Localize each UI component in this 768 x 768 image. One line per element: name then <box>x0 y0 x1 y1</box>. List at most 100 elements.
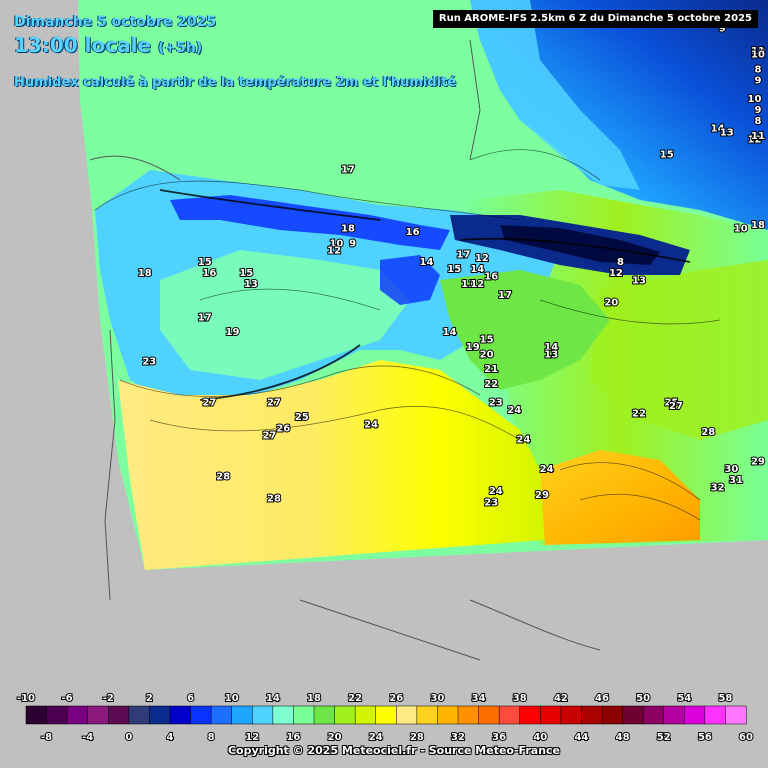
legend-top-label: -6 <box>62 693 73 704</box>
value-label: 24 <box>507 405 521 416</box>
value-label: 10 <box>734 224 748 235</box>
legend-swatch <box>540 705 562 725</box>
value-label: 15 <box>447 264 461 275</box>
value-label: 14 <box>420 257 434 268</box>
time-local: 13:00 locale <box>14 33 151 57</box>
value-label: 12 <box>327 246 341 257</box>
legend-bottom-label: 20 <box>328 732 342 743</box>
legend-bottom-label: 24 <box>369 732 383 743</box>
value-label: 10 <box>751 50 765 61</box>
value-label: 15 <box>480 335 494 346</box>
zone-north-iberia-green <box>160 250 410 380</box>
value-label: 23 <box>484 497 498 508</box>
legend-bottom-labels: -8 -4 0 4 8 12 16 20 24 28 32 36 40 44 48 52 56 60 <box>40 731 754 744</box>
value-label: 26 <box>276 423 290 434</box>
value-label: 28 <box>216 471 230 482</box>
legend-swatch <box>272 705 294 725</box>
legend-swatch <box>87 705 109 725</box>
legend-swatch <box>704 705 726 725</box>
zone-cantabrian-dark <box>170 195 450 250</box>
value-label: 25 <box>295 412 309 423</box>
value-label: 23 <box>142 357 156 368</box>
value-label: 17 <box>341 164 355 175</box>
legend-swatch <box>642 705 665 725</box>
value-label: 24 <box>517 434 531 445</box>
value-label: 14 <box>711 124 725 135</box>
value-label: 17 <box>198 312 212 323</box>
legend-bottom-label: 60 <box>739 732 753 743</box>
value-label: 14 <box>470 264 484 275</box>
legend-swatch <box>581 705 603 725</box>
legend-swatch <box>190 705 212 725</box>
legend-swatch <box>684 705 706 725</box>
legend-bottom-label: 52 <box>657 732 671 743</box>
value-label: 24 <box>489 486 503 497</box>
value-label: 20 <box>604 298 618 309</box>
value-label: 16 <box>406 227 420 238</box>
legend-top-label: 34 <box>472 693 486 704</box>
value-label: 11 <box>461 279 475 290</box>
legend-swatch <box>210 705 233 725</box>
date-title: Dimanche 5 octobre 2025 <box>14 14 217 30</box>
value-label: 16 <box>484 272 498 283</box>
value-label: 28 <box>267 494 281 505</box>
zone-iberian-system <box>380 255 440 305</box>
legend-top-label: 10 <box>225 693 239 704</box>
value-label: 24 <box>540 464 554 475</box>
legend-bottom-label: 4 <box>167 732 174 743</box>
legend-swatch <box>354 705 377 725</box>
value-label: 24 <box>364 420 378 431</box>
legend-top-label: 46 <box>595 693 609 704</box>
legend-top-label: -10 <box>17 693 35 704</box>
zone-southern-plains <box>118 360 545 570</box>
legend-top-label: 30 <box>430 693 444 704</box>
legend-swatch <box>293 705 315 725</box>
legend-swatch <box>622 705 644 725</box>
legend-swatch <box>375 705 397 725</box>
zone-northeast-teal <box>470 0 640 190</box>
value-label: 15 <box>198 257 212 268</box>
value-label: 30 <box>724 464 738 475</box>
value-label: 17 <box>498 290 512 301</box>
legend-swatch <box>334 705 356 725</box>
value-label: 9 <box>349 238 356 249</box>
legend-swatch <box>396 705 418 725</box>
legend-top-label: 50 <box>636 693 650 704</box>
legend-swatch <box>560 705 582 725</box>
legend-top-label: 58 <box>718 693 732 704</box>
legend-swatch <box>725 705 747 725</box>
value-label: 15 <box>239 268 253 279</box>
legend-swatch <box>25 705 48 725</box>
legend-top-label: 14 <box>266 693 280 704</box>
zone-northeast-cool <box>470 0 768 230</box>
contour-thick <box>159 189 691 401</box>
value-label: 15 <box>660 150 674 161</box>
legend-bottom-label: 8 <box>208 732 215 743</box>
value-label: 28 <box>701 427 715 438</box>
legend-swatch <box>169 705 192 725</box>
time-title: 13:00 locale (+5h) <box>14 33 202 57</box>
legend-top-label: 42 <box>554 693 568 704</box>
legend-bottom-label: 48 <box>616 732 630 743</box>
value-label: 27 <box>669 401 683 412</box>
value-label: 9 <box>719 24 726 35</box>
legend-top-label: 22 <box>348 693 362 704</box>
legend-swatch <box>108 705 130 725</box>
legend-top-label: 54 <box>677 693 691 704</box>
value-label: 12 <box>470 279 484 290</box>
value-label: 25 <box>664 397 678 408</box>
map-description: Humidex calculé à partir de la températu… <box>14 75 457 90</box>
legend-bottom-label: 0 <box>125 732 132 743</box>
value-label: 18 <box>138 268 152 279</box>
legend-swatch <box>519 705 541 725</box>
legend-top-label: 2 <box>146 693 153 704</box>
value-label: 27 <box>262 431 276 442</box>
legend-top-label: 38 <box>513 693 527 704</box>
legend-bottom-label: 16 <box>286 732 300 743</box>
value-label: 14 <box>544 342 558 353</box>
contour-lines <box>94 149 721 521</box>
legend-swatch <box>601 705 624 725</box>
value-label: 29 <box>535 490 549 501</box>
value-label: 29 <box>751 457 765 468</box>
legend-swatch <box>478 705 500 725</box>
